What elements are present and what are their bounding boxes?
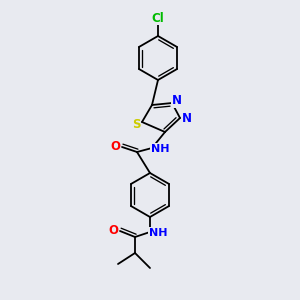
Text: Cl: Cl xyxy=(152,11,164,25)
Text: N: N xyxy=(182,112,192,125)
Text: N: N xyxy=(172,94,182,107)
Text: S: S xyxy=(132,118,140,130)
Text: NH: NH xyxy=(151,144,169,154)
Text: O: O xyxy=(110,140,120,154)
Text: NH: NH xyxy=(149,228,167,238)
Text: O: O xyxy=(108,224,118,238)
